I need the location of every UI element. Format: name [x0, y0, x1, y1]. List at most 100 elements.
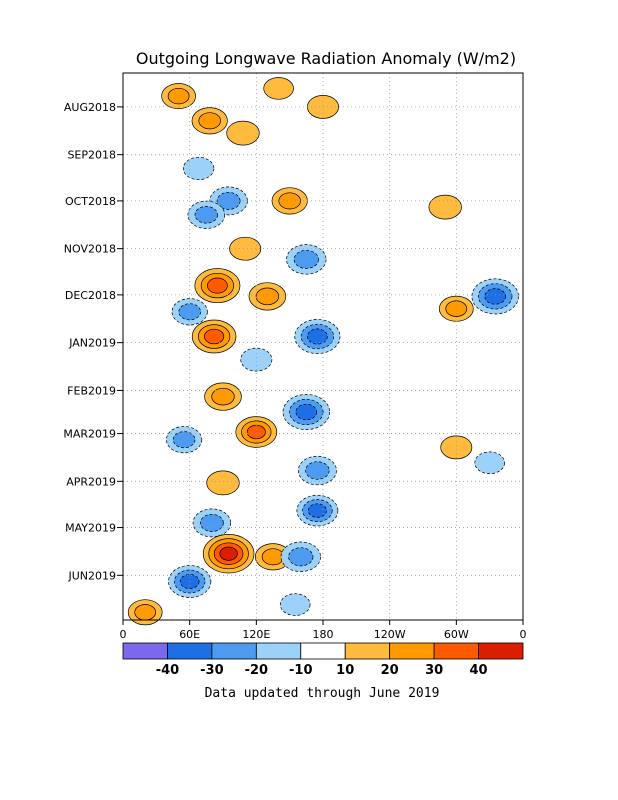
anomaly-cell [248, 282, 287, 311]
anomaly-cell [204, 382, 242, 411]
anomaly-cell [127, 599, 163, 626]
contour-level [211, 387, 235, 406]
colorbar-tick-label: -40 [156, 663, 180, 678]
contour-level [307, 503, 327, 518]
x-tick-label: 0 [120, 628, 127, 641]
anomaly-cell [192, 508, 232, 538]
contour-level [178, 303, 201, 321]
anomaly-cell [474, 451, 505, 475]
anomaly-cell [187, 200, 226, 229]
contour-level [278, 192, 301, 210]
x-tick-label: 60E [179, 628, 200, 641]
contour-level [279, 593, 311, 616]
y-tick-label: SEP2018 [67, 149, 116, 162]
anomaly-cell [282, 394, 330, 430]
x-tick-label: 120W [374, 628, 406, 641]
chart-title: Outgoing Longwave Radiation Anomaly (W/m… [136, 49, 516, 68]
y-tick-label: JAN2019 [68, 337, 116, 350]
colorbar-tick-label: 10 [336, 663, 354, 678]
anomaly-cell [438, 295, 474, 322]
anomaly-cell [182, 156, 215, 181]
anomaly-cell [202, 534, 255, 574]
y-tick-label: AUG2018 [64, 101, 116, 114]
anomaly-cell [428, 194, 462, 220]
contour-level [194, 206, 218, 224]
colorbar-swatch [300, 642, 346, 660]
contour-level [305, 461, 330, 480]
contour-level [219, 546, 238, 561]
anomaly-cell [191, 319, 237, 354]
colorbar-tick-label: -30 [200, 663, 224, 678]
anomaly-cell [171, 298, 208, 326]
contour-level [172, 431, 196, 449]
anomaly-cell [471, 278, 519, 315]
y-tick-label: NOV2018 [64, 243, 116, 256]
anomaly-cell [235, 416, 278, 448]
anomaly-cell [161, 83, 196, 110]
contour-level [240, 347, 273, 372]
contour-level [261, 548, 285, 566]
contour-level [246, 424, 266, 440]
anomaly-cell [263, 77, 294, 100]
y-tick-label: MAY2019 [65, 522, 116, 535]
anomaly-cell [229, 236, 262, 261]
plot-area: AUG2018 SEP2018 OCT2018 NOV2018 DEC2018 JAN20… [63, 72, 527, 641]
contour-level [445, 300, 468, 317]
anomaly-cell [271, 187, 308, 215]
colorbar-swatch [167, 642, 213, 660]
colorbar-tick-label: 30 [425, 663, 443, 678]
contour-level [263, 77, 294, 100]
footer-note: Data updated through June 2019 [205, 686, 440, 701]
x-tick-label: 0 [520, 628, 527, 641]
anomaly-cell [206, 470, 240, 496]
contour-level [134, 604, 157, 621]
contour-level [474, 451, 505, 475]
anomaly-cell [280, 541, 321, 572]
colorbar-swatch [389, 642, 435, 660]
colorbar-swatch [478, 642, 524, 660]
colorbar-tick-label: -20 [245, 663, 269, 678]
contour-level [288, 547, 314, 567]
colorbar-swatch [255, 642, 302, 660]
colorbar: -40 -30 -20 -10 10 20 30 40 [122, 642, 524, 678]
anomaly-cell [194, 268, 241, 304]
contour-level [295, 403, 318, 421]
contour-level [200, 513, 224, 532]
y-tick-label: MAR2019 [63, 428, 116, 441]
x-tick-label: 180 [313, 628, 334, 641]
anomaly-cell [297, 455, 337, 486]
anomaly-cell [166, 426, 203, 454]
colorbar-tick-label: 20 [381, 663, 399, 678]
y-tick-label: DEC2018 [65, 289, 116, 302]
x-axis: 0 60E 120E 180 120W 60W 0 [120, 620, 527, 641]
anomaly-cell [286, 244, 327, 275]
contour-level [293, 249, 319, 269]
x-tick-label: 60W [444, 628, 469, 641]
y-tick-label: APR2019 [66, 475, 116, 488]
contour-level [198, 112, 221, 130]
contour-level [428, 194, 462, 220]
grid-lines [123, 73, 523, 620]
colorbar-swatch [344, 642, 391, 660]
y-tick-label: OCT2018 [65, 195, 116, 208]
colorbar-swatch [122, 642, 168, 660]
contour-level [229, 236, 262, 261]
y-axis: AUG2018 SEP2018 OCT2018 NOV2018 DEC2018 JAN20… [63, 101, 123, 582]
contour-level [226, 120, 260, 146]
colorbar-swatch [211, 642, 257, 660]
contour-level [207, 277, 228, 294]
anomaly-cell [191, 107, 228, 135]
contour-level [440, 435, 473, 460]
contour-level [307, 328, 328, 345]
y-tick-label: JUN2019 [67, 569, 116, 582]
contour-level [182, 156, 215, 181]
contour-level [167, 87, 190, 105]
anomaly-cell [440, 435, 473, 460]
contour-level [204, 328, 225, 345]
anomaly-cell [254, 543, 292, 571]
anomaly-cell [296, 494, 339, 527]
contour-level [255, 287, 280, 306]
anomaly-cell [240, 347, 273, 372]
anomaly-cell [279, 593, 311, 616]
